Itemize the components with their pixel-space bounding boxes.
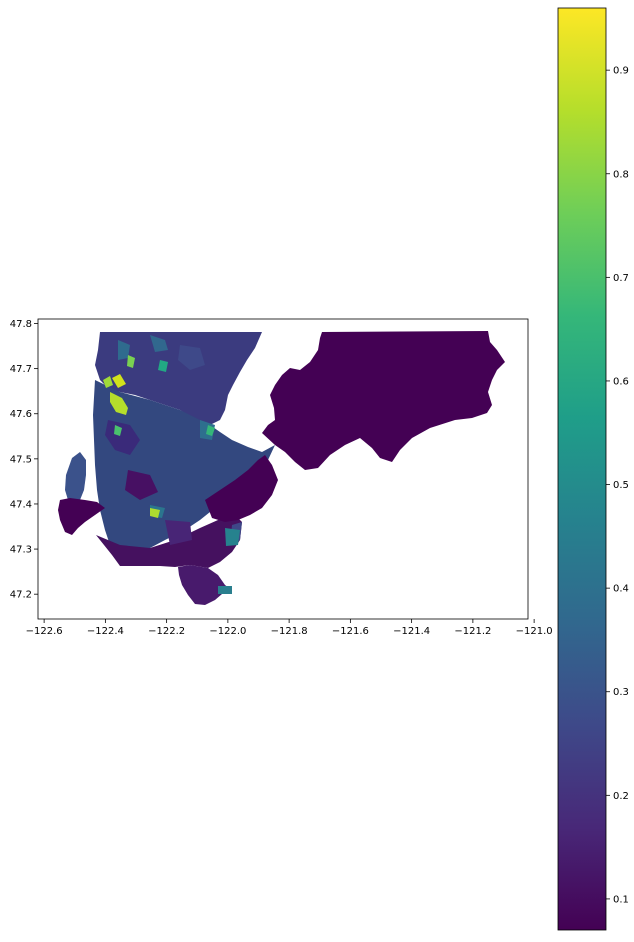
region-patch-4 xyxy=(178,345,205,370)
x-tick-label: −121.4 xyxy=(393,626,430,637)
x-tick-label: −122.4 xyxy=(87,626,124,637)
region-island xyxy=(65,452,86,505)
region-southwest xyxy=(58,498,105,535)
region-patch-10 xyxy=(225,528,240,546)
region-hotspot-3 xyxy=(103,376,113,388)
region-patch-8 xyxy=(165,520,192,545)
colorbar-ticks: 0.1 0.2 0.3 0.4 0.5 0.6 0.7 0.8 0.9 xyxy=(606,66,629,905)
region-hotspot-8 xyxy=(206,425,215,436)
x-tick-label: −121.6 xyxy=(332,626,369,637)
choropleth-regions xyxy=(58,331,505,605)
region-east xyxy=(262,331,505,470)
colorbar-tick-label: 0.9 xyxy=(613,66,629,77)
region-patch-2 xyxy=(118,340,130,360)
x-tick-label: −121.8 xyxy=(271,626,308,637)
colorbar-tick-label: 0.1 xyxy=(613,894,629,905)
x-tick-label: −121.0 xyxy=(516,626,553,637)
map-axes: −122.6 −122.4 −122.2 −122.0 −121.8 −121.6 −121… xyxy=(10,318,553,637)
colorbar-tick-label: 0.3 xyxy=(613,687,629,698)
region-south xyxy=(96,512,242,568)
y-tick-label: 47.8 xyxy=(10,319,32,330)
colorbar-tick-label: 0.5 xyxy=(613,480,629,491)
colorbar-frame xyxy=(557,7,607,931)
colorbar-tick-label: 0.8 xyxy=(613,169,629,180)
x-tick-label: −122.6 xyxy=(26,626,63,637)
x-tick-label: −122.2 xyxy=(148,626,185,637)
map-x-ticks: −122.6 −122.4 −122.2 −122.0 −121.8 −121.6 −121… xyxy=(26,619,553,637)
region-hotspot-6 xyxy=(114,425,122,436)
region-hotspot-7 xyxy=(158,360,168,372)
y-tick-label: 47.4 xyxy=(10,499,32,510)
region-hotspot-5 xyxy=(150,508,160,518)
region-south-tail xyxy=(178,565,232,605)
region-hotspot-2 xyxy=(112,374,126,388)
region-patch-6 xyxy=(125,470,158,500)
colorbar: 0.1 0.2 0.3 0.4 0.5 0.6 0.7 0.8 0.9 xyxy=(557,7,629,931)
region-mid-east xyxy=(205,455,278,522)
x-tick-label: −122.0 xyxy=(209,626,246,637)
y-tick-label: 47.2 xyxy=(10,590,32,601)
y-tick-label: 47.6 xyxy=(10,409,32,420)
region-central xyxy=(93,380,275,560)
x-tick-label: −121.2 xyxy=(454,626,491,637)
map-y-ticks: 47.2 47.3 47.4 47.5 47.6 47.7 47.8 xyxy=(10,319,38,601)
colorbar-gradient xyxy=(558,8,606,930)
y-tick-label: 47.5 xyxy=(10,454,32,465)
y-tick-label: 47.3 xyxy=(10,545,32,556)
colorbar-tick-label: 0.7 xyxy=(613,273,629,284)
region-hotspot-1 xyxy=(110,392,128,415)
colorbar-tick-label: 0.4 xyxy=(613,584,629,595)
region-north xyxy=(95,332,262,425)
region-hotspot-4 xyxy=(127,355,135,368)
region-patch-1 xyxy=(105,420,140,455)
region-south-square xyxy=(218,586,232,594)
colorbar-tick-label: 0.2 xyxy=(613,791,629,802)
colorbar-tick-label: 0.6 xyxy=(613,376,629,387)
map-frame xyxy=(37,318,529,620)
y-tick-label: 47.7 xyxy=(10,364,32,375)
region-patch-3 xyxy=(150,335,168,352)
